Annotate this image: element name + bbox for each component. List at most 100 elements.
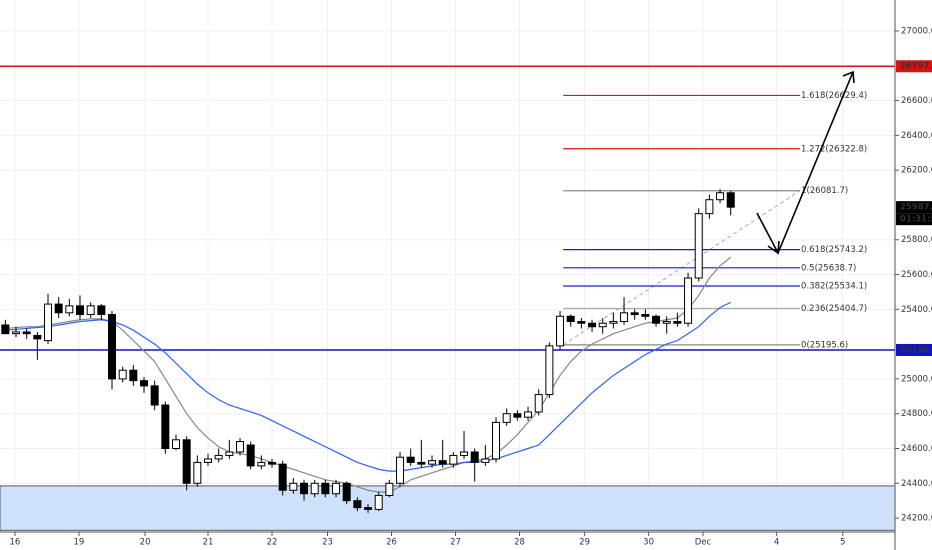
candle-body [684,277,693,324]
fib-label: 0.236(25404.7) [801,304,867,314]
candle-body [492,421,501,460]
candle-body [534,394,543,413]
moving-average [5,256,732,493]
fib-label: 1.618(26629.4) [801,91,867,101]
forecast-arrow [756,70,855,255]
candle-body [524,411,533,418]
y-tick-label: 24400.0 [901,479,932,489]
candle-body [182,439,191,484]
candle-body [545,345,554,396]
candle-body [257,461,266,467]
y-tick-label: 25000.0 [901,374,932,384]
y-tick-label: 25600.0 [901,270,932,280]
candle-body [641,314,650,317]
y-tick-label: 25400.0 [901,305,932,315]
candle-body [470,451,479,463]
plot: 1.618(26629.4) 1.272(26322.8) 1(26081.7) 0.… [0,0,896,532]
y-tick-label: 24200.0 [901,514,932,524]
candle-body [140,380,149,387]
candle-body [118,369,127,380]
candle-body [556,315,565,347]
candle-body [609,320,618,324]
candle-body [332,482,341,495]
candle-body [460,451,469,456]
candle-body [364,507,373,510]
x-tick-label: 4 [774,538,779,548]
moving-average [5,301,731,472]
fib-label: 0.382(25534.1) [801,281,867,291]
y-tick-label: 26200.0 [901,166,932,176]
arrow-head [767,240,780,255]
candle-body [630,312,639,316]
x-tick-label: 23 [322,538,333,548]
y-tick-label: 24800.0 [901,409,932,419]
candle-body [204,458,213,463]
countdown: 01:31:50 [900,215,932,225]
candle-body [54,303,63,314]
line-price-label-bg [896,343,932,356]
y-tick-label: 26400.0 [901,131,932,141]
y-tick-label: 24600.0 [901,444,932,454]
y-tick-label: 26600.0 [901,96,932,106]
candle-body [502,413,511,423]
candle-body [705,199,714,215]
candle-body [108,314,117,380]
candle-body [236,441,245,453]
candle-body [150,385,159,406]
candle-body [33,334,42,340]
candle-body [353,500,362,509]
candle-body [726,192,735,208]
x-tick-label: 16 [10,538,21,548]
candle-body [694,213,703,279]
line-price-label: 26797.2 [900,62,932,72]
candle-body [481,458,490,463]
y-tick-label: 27000.0 [901,26,932,36]
support-zone [0,485,896,531]
countdown-bg [896,213,932,226]
candle-body [172,439,181,449]
fib-label: 0(25195.6) [801,340,848,350]
candle-body [566,315,575,322]
candle-body [321,482,330,495]
fib-label: 0.618(25743.2) [801,245,867,255]
candle-body [374,494,383,510]
x-tick-label: 30 [643,538,654,548]
candle-body [86,305,95,316]
fib-label: 0.5(25638.7) [801,263,856,273]
candle-body [662,320,671,324]
candle-body [129,369,138,382]
candle-body [12,331,21,335]
last-price-label: 25987.2 [900,203,932,213]
candle-body [300,482,309,495]
candle-body [385,482,394,496]
candle-body [246,444,255,467]
candle-body [598,322,607,328]
candle-body [417,461,426,465]
x-tick-label: 26 [386,538,397,548]
candle-body [65,305,74,314]
candle-body [342,482,351,502]
candle-body [577,320,586,324]
candle-body [278,463,287,491]
x-tick-label: 27 [450,538,461,548]
x-tick-label: 20 [140,538,151,548]
candle-body [161,404,170,449]
candle-body [396,456,405,484]
candle-body [214,454,223,460]
candle-body [289,482,298,491]
candle-body [428,460,437,465]
candle-body [673,320,682,324]
candle-body [716,192,725,201]
y-tick-label: 25800.0 [901,235,932,245]
candle-body [310,482,319,495]
line-price-label: 25166.3 [900,345,932,355]
last-price-label-bg [896,201,932,214]
x-tick-label: 5 [840,538,845,548]
candle-body [22,331,31,335]
x-tick-label: 22 [267,538,278,548]
x-tick-label: 28 [514,538,525,548]
candle-body [268,461,277,465]
candle-body [406,456,415,463]
x-tick-label: Dec [695,538,712,548]
